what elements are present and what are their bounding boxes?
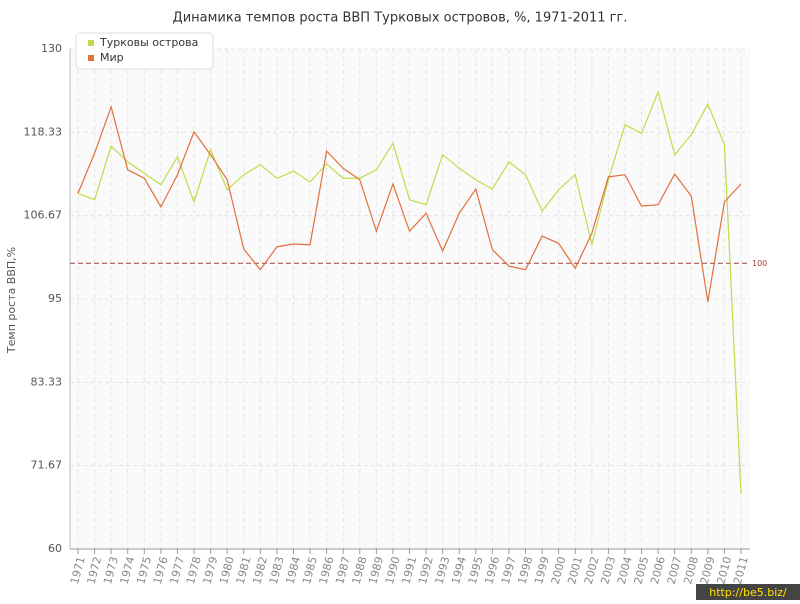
y-tick-label: 71.67: [31, 459, 63, 472]
x-tick-label: 2011: [731, 555, 751, 585]
legend-label: Турковы острова: [99, 36, 198, 49]
series-line: [77, 104, 742, 302]
y-tick-label: 118.33: [24, 125, 63, 138]
y-tick-label: 60: [48, 542, 62, 555]
y-tick-label: 83.33: [31, 375, 63, 388]
y-tick-label: 130: [41, 42, 62, 55]
legend-box: [75, 32, 214, 70]
legend-swatch: [88, 40, 94, 46]
series-line: [77, 89, 742, 495]
reference-label: 100: [752, 259, 767, 268]
legend-swatch: [88, 55, 94, 61]
watermark: http://be5.biz/: [709, 586, 787, 599]
y-tick-label: 106.67: [24, 209, 63, 222]
y-axis-label: Темп роста ВВП,%: [5, 247, 18, 354]
y-tick-label: 95: [48, 292, 62, 305]
chart-title: Динамика темпов роста ВВП Турковых остро…: [173, 11, 628, 26]
watermark-bg: [696, 584, 800, 600]
legend-label: Мир: [100, 51, 124, 64]
